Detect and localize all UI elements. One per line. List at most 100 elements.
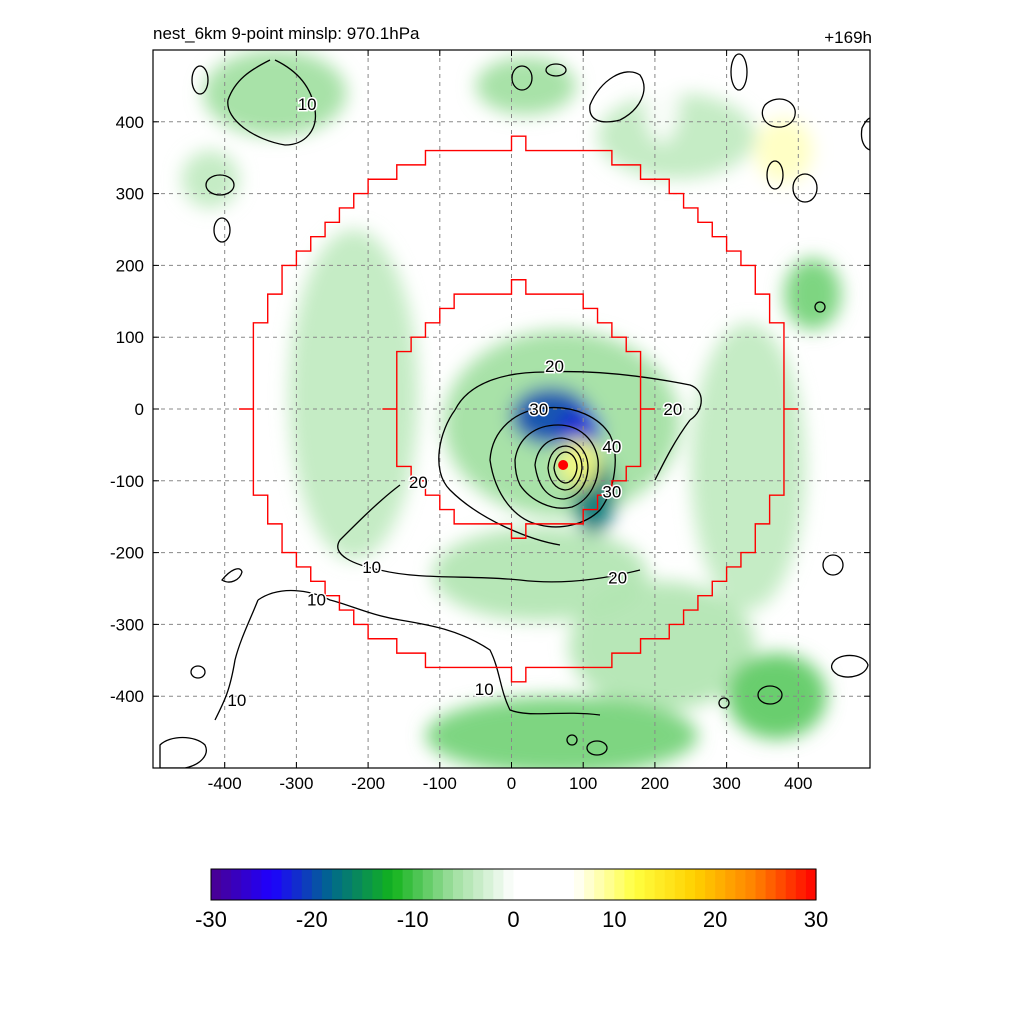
field-blob (475, 57, 577, 115)
field-blob (181, 150, 240, 208)
contour-label: 10 (298, 95, 317, 114)
colorbar-cell (614, 869, 626, 900)
colorbar-cell (453, 869, 464, 900)
field-blob (289, 229, 419, 560)
colorbar-cell (644, 869, 656, 900)
x-tick-label: 100 (569, 774, 597, 793)
colorbar-frame (210, 868, 817, 901)
colorbar-tick-label: -10 (397, 907, 429, 932)
colorbar-cell (231, 869, 242, 900)
colorbar-cell (311, 869, 323, 900)
colorbar-cell (281, 869, 293, 900)
x-tick-label: -200 (351, 774, 385, 793)
colorbar-cell (674, 869, 686, 900)
colorbar-cell (251, 869, 263, 900)
x-tick-label: -300 (279, 774, 313, 793)
colorbar-tick-label: 0 (507, 907, 519, 932)
colorbar-cell (432, 869, 444, 900)
colorbar: -30 -20 -10 0 10 20 30 (195, 868, 828, 932)
colorbar-cell (584, 869, 595, 900)
y-tick-label: 400 (116, 113, 144, 132)
outer-ring (239, 135, 799, 683)
x-tick-label: 200 (641, 774, 669, 793)
colorbar-tick-label: 20 (703, 907, 727, 932)
field-blob (755, 118, 813, 183)
colorbar-cell (543, 869, 555, 900)
colorbar-cell (211, 869, 222, 900)
contour-label: 20 (545, 357, 564, 376)
colorbar-cell (513, 869, 525, 900)
colorbar-cell (785, 869, 797, 900)
shaded-field (181, 50, 842, 768)
colorbar-cell (594, 869, 605, 900)
colorbar-cell (473, 869, 484, 900)
colorbar-cell (715, 869, 726, 900)
colorbar-cell (352, 869, 363, 900)
colorbar-cell (775, 869, 787, 900)
radius-rings (239, 135, 799, 683)
inner-ring (382, 279, 655, 539)
contour-labels: 20 30 40 30 20 20 20 10 10 10 10 10 (226, 93, 684, 711)
colorbar-cell (523, 869, 535, 900)
colorbar-cell (221, 869, 232, 900)
contour-label: 20 (663, 400, 682, 419)
colorbar-cell (574, 869, 585, 900)
colorbar-cell (705, 869, 716, 900)
colorbar-cell (765, 869, 777, 900)
field-blob (432, 527, 648, 621)
x-tick-label: 400 (784, 774, 812, 793)
y-tick-label: -400 (110, 687, 144, 706)
field-blob (559, 437, 600, 488)
colorbar-cell (372, 869, 384, 900)
contour-label: 10 (227, 691, 246, 710)
y-tick-label: -200 (110, 544, 144, 563)
colorbar-cell (533, 869, 545, 900)
colorbar-cell (553, 869, 565, 900)
colorbar-cell (342, 869, 353, 900)
colorbar-cell (271, 869, 283, 900)
field-blob (597, 93, 756, 180)
storm-center-marker (558, 460, 569, 471)
colorbar-cell (805, 869, 817, 900)
y-tick-label: -100 (110, 472, 144, 491)
colorbar-cell (563, 869, 575, 900)
contour-lines (159, 53, 870, 768)
colorbar-cell (725, 869, 736, 900)
field-blob (690, 322, 806, 611)
storm-center-dot (558, 460, 569, 471)
colorbar-tick-label: -20 (296, 907, 328, 932)
colorbar-cell (463, 869, 474, 900)
colorbar-cell (392, 869, 404, 900)
x-tick-label: 300 (712, 774, 740, 793)
colorbar-tick-label: 30 (804, 907, 828, 932)
chart-title: nest_6km 9-point minslp: 970.1hPa (153, 24, 420, 43)
contour-label: 10 (362, 558, 381, 577)
x-tick-label: -400 (208, 774, 242, 793)
colorbar-cell (241, 869, 252, 900)
colorbar-cell (321, 869, 333, 900)
colorbar-tick-label: 10 (602, 907, 626, 932)
contour-label: 30 (602, 483, 621, 502)
colorbar-cell (301, 869, 313, 900)
colorbar-tick-label: -30 (195, 907, 227, 932)
colorbar-cell (755, 869, 767, 900)
x-tick-label: 0 (507, 774, 516, 793)
colorbar-cell (483, 869, 494, 900)
contour-label: 10 (475, 680, 494, 699)
colorbar-cell (503, 869, 515, 900)
colorbar-cell (291, 869, 303, 900)
field-blob (425, 696, 698, 768)
colorbar-cell (684, 869, 696, 900)
contour-label: 20 (608, 569, 627, 588)
contour-label: 20 (409, 473, 428, 492)
colorbar-cell (795, 869, 807, 900)
colorbar-cell (654, 869, 666, 900)
contour-label: 40 (602, 437, 621, 456)
y-tick-label: 0 (135, 400, 144, 419)
field-blob (568, 581, 756, 711)
colorbar-cell (735, 869, 747, 900)
field-blob (203, 50, 347, 137)
colorbar-cell (634, 869, 646, 900)
lead-time-label: +169h (824, 28, 872, 47)
